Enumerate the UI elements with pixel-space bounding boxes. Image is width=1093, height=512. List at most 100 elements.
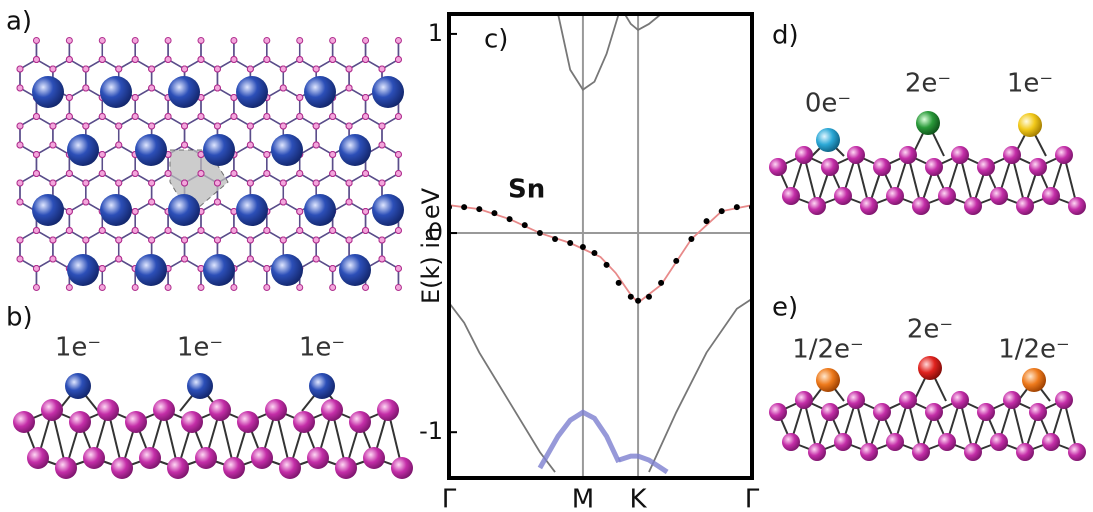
x-tick-label: K [630,485,648,509]
charge-label: 1e⁻ [299,333,345,363]
atom [363,447,385,469]
atom [938,187,956,205]
atom [782,187,800,205]
lattice-atom [394,151,402,158]
plot-frame [447,12,754,480]
lattice-atom [16,198,24,206]
band-structure: Γ M K Γ 1 0 -1 Sn E(k) in eV c) [417,12,760,512]
lattice-atom [296,56,304,63]
atom [309,373,335,399]
lattice-atom [16,255,24,263]
lattice-atom [131,208,139,215]
lattice-atom [82,179,90,187]
lattice-atom [32,56,40,63]
atom [795,391,813,409]
lattice-atom [329,37,337,44]
charge-label: 1e⁻ [177,333,223,363]
lattice-atom [98,37,106,44]
lattice-atom [296,170,304,177]
charge-label: 1/2e⁻ [792,335,864,365]
atom [83,447,105,469]
band-point [536,230,543,237]
atom [834,433,852,451]
lattice-atom [279,65,287,73]
band-point [591,249,598,256]
lattice-atom [181,255,189,263]
charge-label: 1/2e⁻ [998,335,1070,365]
atom [13,411,35,433]
lattice-atom [82,236,90,244]
lattice-atom [378,141,386,149]
lattice-atom [345,84,353,92]
lattice-atom [82,122,90,130]
atom [847,146,865,164]
atom [237,411,259,433]
lattice-atom [65,56,73,63]
atom [977,403,995,421]
lattice-atom [115,122,123,130]
atom [769,158,787,176]
lattice-atom [16,236,24,244]
atom [873,158,891,176]
lattice-atom [164,56,172,63]
atom [847,391,865,409]
lattice-atom [329,113,337,120]
lattice-atom [32,227,40,234]
atom [372,194,404,226]
band-point [567,240,574,247]
lattice-atom [394,170,402,177]
atom [125,411,147,433]
lattice-atom [312,141,320,149]
lattice-atom [230,284,238,291]
lattice-atom [98,151,106,158]
lattice-atom [312,236,320,244]
atom [886,433,904,451]
lattice-atom [246,179,254,187]
band-point [615,279,622,286]
band-point [506,216,513,223]
lattice-atom [263,284,271,291]
lattice-atom [197,113,205,120]
lattice-atom [49,141,57,149]
y-tick-label: 0 [428,218,443,246]
atom [349,411,371,433]
atom [100,76,132,108]
lattice-atom [98,56,106,63]
lattice-atom [32,284,40,291]
lattice-atom [131,37,139,44]
lattice-atom [98,227,106,234]
lattice-atom [49,236,57,244]
charge-label: 2e⁻ [907,315,953,345]
atom [990,433,1008,451]
atom [236,76,268,108]
atom [816,368,840,392]
lattice-atom [148,236,156,244]
atom [1029,403,1047,421]
lattice-atom [181,65,189,73]
lattice-atom [230,170,238,177]
atom [153,399,175,421]
lattice-atom [181,179,189,187]
lattice-atom [148,122,156,130]
atom [925,158,943,176]
lattice-atom [49,122,57,130]
atom [1016,443,1034,461]
atom [339,134,371,166]
band-point [603,261,610,268]
lattice-atom [230,113,238,120]
lattice-atom [164,37,172,44]
lattice-atom [164,113,172,120]
atom [1068,443,1086,461]
lattice-atom [213,198,221,206]
lattice-atom [148,65,156,73]
lattice-atom [98,113,106,120]
lattice-atom [131,227,139,234]
band-point [733,204,740,211]
lattice-atom [49,179,57,187]
lattice-atom [16,179,24,187]
lattice-atom [131,56,139,63]
atom [67,134,99,166]
lattice-atom [148,198,156,206]
atom [27,447,49,469]
atom [1042,433,1060,451]
